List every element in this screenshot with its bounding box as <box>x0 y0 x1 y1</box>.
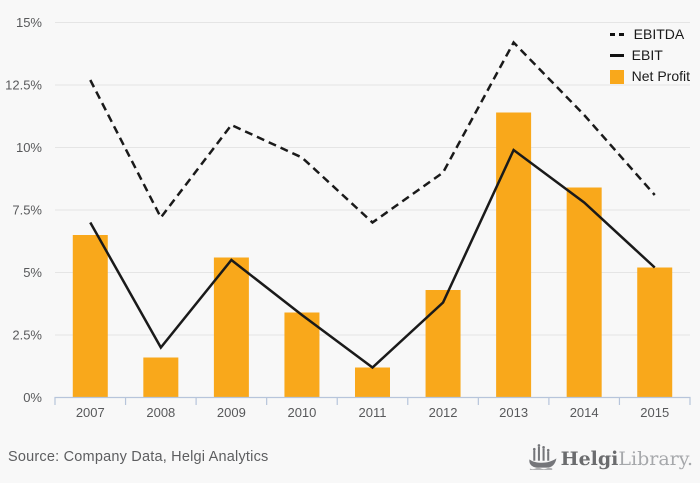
x-tick-label: 2013 <box>499 405 528 420</box>
chart-area: 0% 2.5% 5% 7.5% 10% 12.5% 15% 2007 2008 2009 2010 2… <box>5 15 691 420</box>
legend: EBITDA EBIT Net Profit <box>609 26 690 84</box>
bar-2007 <box>72 235 108 398</box>
bar-2015 <box>637 267 673 398</box>
y-tick-label: 10% <box>16 140 42 155</box>
x-tick-label: 2007 <box>76 405 105 420</box>
x-axis-line <box>54 396 691 405</box>
helgi-ship-icon <box>528 444 557 470</box>
bar-2010 <box>284 312 320 398</box>
y-tick-label: 12.5% <box>5 78 42 93</box>
y-tick-label: 0% <box>23 390 42 405</box>
legend-item-ebitda: EBITDA <box>609 26 690 42</box>
y-tick-label: 15% <box>16 15 42 30</box>
bar-2012 <box>425 290 461 398</box>
legend-item-ebit: EBIT <box>609 47 690 63</box>
ebitda-line <box>89 40 656 225</box>
x-tick-label: 2012 <box>429 405 458 420</box>
legend-label-ebitda: EBITDA <box>633 26 685 42</box>
y-tick-label: 5% <box>23 265 42 280</box>
ebit-line <box>89 148 656 370</box>
source-text: Source: Company Data, Helgi Analytics <box>8 449 269 465</box>
net-profit-swatch-icon <box>609 69 624 84</box>
helgi-library-logo: Helgi Library. <box>527 444 693 471</box>
x-tick-label: 2014 <box>570 405 599 420</box>
ebit-solid-line-icon <box>609 54 624 57</box>
y-tick-label: 2.5% <box>12 328 42 343</box>
y-tick-label: 7.5% <box>12 203 42 218</box>
legend-label-net-profit: Net Profit <box>631 68 690 84</box>
x-tick-label: 2009 <box>217 405 246 420</box>
chart-canvas: 0% 2.5% 5% 7.5% 10% 12.5% 15% 2007 2008 2009 2010 2… <box>5 15 691 420</box>
bar-2014 <box>566 187 602 398</box>
logo-text-library: Library. <box>618 448 693 470</box>
bar-2008 <box>143 357 179 398</box>
logo-text-helgi: Helgi <box>560 448 619 470</box>
legend-item-net-profit: Net Profit <box>609 68 690 84</box>
x-tick-label: 2011 <box>359 405 387 420</box>
bar-2011 <box>355 367 390 398</box>
x-tick-label: 2015 <box>640 405 669 420</box>
ebitda-dashed-line-icon <box>609 33 626 36</box>
bar-2009 <box>213 257 249 398</box>
legend-label-ebit: EBIT <box>631 47 663 63</box>
bar-2013 <box>496 112 532 398</box>
x-tick-label: 2010 <box>287 405 316 420</box>
x-tick-label: 2008 <box>146 405 175 420</box>
